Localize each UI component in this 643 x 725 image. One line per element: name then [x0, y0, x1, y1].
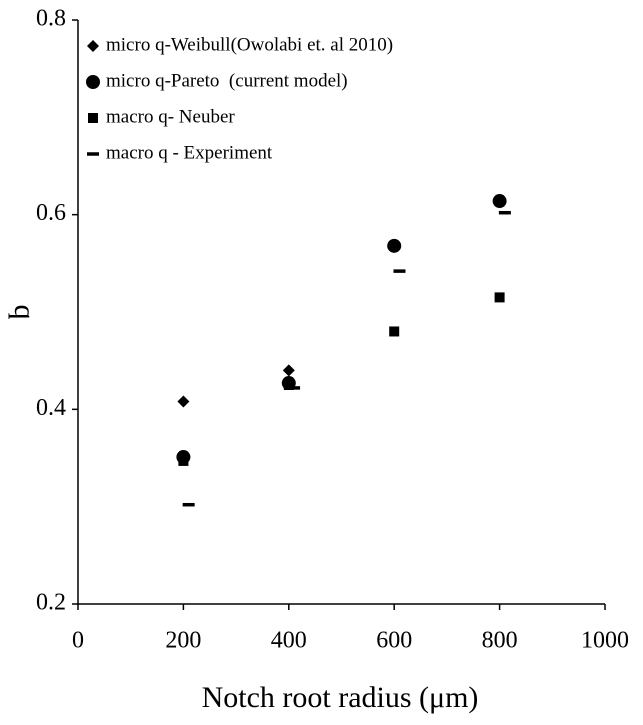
- x-tick-label: 800: [482, 628, 518, 654]
- y-tick-label: 0.2: [36, 590, 66, 616]
- legend-marker: [87, 40, 99, 52]
- point: [492, 194, 507, 209]
- point: [393, 269, 406, 273]
- legend-marker: [87, 152, 99, 156]
- point: [283, 380, 294, 390]
- point: [177, 395, 190, 408]
- point: [178, 455, 189, 466]
- x-tick-label: 200: [165, 628, 201, 654]
- x-tick-label: 0: [72, 628, 84, 654]
- x-tick-label: 600: [376, 628, 412, 654]
- point: [288, 386, 301, 390]
- legend-label: macro q- Neuber: [106, 106, 235, 127]
- point: [182, 502, 195, 507]
- legend-label: micro q-Pareto (current model): [106, 70, 348, 91]
- y-tick-label: 0.6: [36, 200, 66, 226]
- point: [498, 210, 511, 215]
- point: [494, 292, 505, 303]
- x-axis-label: Notch root radius (μm): [202, 681, 479, 714]
- x-tick-label: 400: [271, 628, 307, 654]
- legend-marker: [88, 113, 98, 123]
- y-tick-label: 0.8: [36, 6, 66, 32]
- x-tick-label: 1000: [581, 628, 629, 654]
- y-tick-label: 0.4: [36, 395, 66, 421]
- legend-label: macro q - Experiment: [106, 142, 273, 163]
- point: [282, 364, 295, 377]
- y-axis-label: q: [8, 305, 41, 320]
- point: [387, 238, 402, 253]
- point: [389, 326, 400, 337]
- legend-label: micro q-Weibull(Owolabi et. al 2010): [106, 34, 393, 55]
- legend-marker: [86, 75, 100, 89]
